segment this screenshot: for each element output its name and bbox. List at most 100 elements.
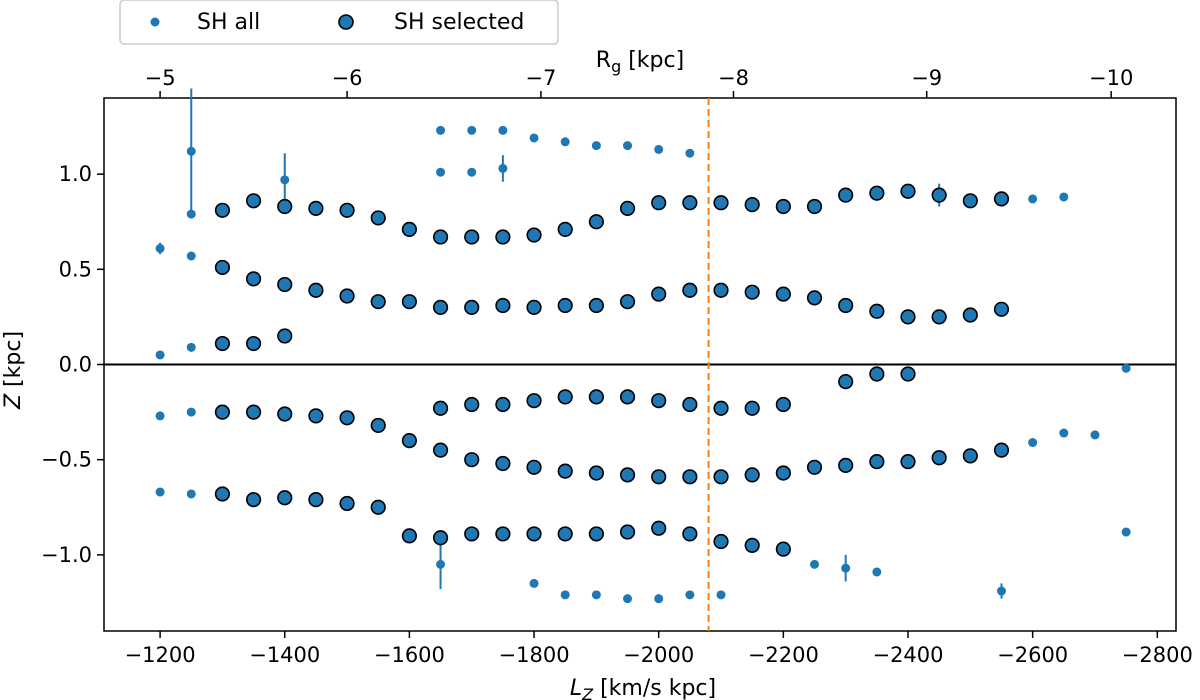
point-sh-selected bbox=[557, 389, 573, 405]
top-tick-label: −10 bbox=[1089, 66, 1133, 90]
point-sh-selected bbox=[557, 526, 573, 542]
point-sh-all bbox=[591, 590, 601, 600]
point-sh-selected bbox=[682, 195, 698, 211]
point-sh-selected bbox=[526, 299, 542, 315]
point-sh-all bbox=[685, 590, 695, 600]
point-sh-selected bbox=[744, 284, 760, 300]
point-sh-selected bbox=[308, 282, 324, 298]
point-sh-selected bbox=[931, 450, 947, 466]
top-axis-label-main: R bbox=[596, 48, 611, 73]
point-sh-selected bbox=[962, 307, 978, 323]
point-sh-selected bbox=[651, 195, 667, 211]
point-sh-selected bbox=[557, 221, 573, 237]
point-sh-selected bbox=[245, 271, 262, 287]
point-sh-selected bbox=[619, 467, 636, 483]
x-axis-label: LZ [km/s kpc] bbox=[570, 676, 716, 700]
point-sh-selected bbox=[588, 465, 604, 481]
point-sh-selected bbox=[682, 526, 698, 542]
point-sh-selected bbox=[214, 202, 231, 218]
point-sh-selected bbox=[651, 393, 667, 409]
point-sh-selected bbox=[713, 400, 729, 416]
point-sh-selected bbox=[495, 297, 511, 314]
point-sh-selected bbox=[651, 520, 667, 536]
y-tick-label: −0.5 bbox=[41, 448, 92, 472]
legend-label-selected: SH selected bbox=[394, 10, 524, 35]
point-sh-all bbox=[155, 487, 165, 497]
point-sh-selected bbox=[588, 389, 604, 405]
point-sh-all bbox=[186, 407, 196, 417]
point-sh-selected bbox=[464, 229, 480, 245]
point-sh-selected bbox=[806, 290, 823, 306]
point-sh-selected bbox=[401, 294, 417, 310]
point-sh-selected bbox=[526, 227, 542, 243]
x-tick-label: −2200 bbox=[748, 643, 819, 667]
point-sh-selected bbox=[682, 396, 698, 413]
x-tick-label: −2600 bbox=[997, 643, 1068, 667]
point-sh-selected bbox=[495, 396, 511, 413]
point-sh-selected bbox=[339, 410, 355, 426]
point-sh-selected bbox=[526, 393, 542, 409]
legend: SH all SH selected bbox=[119, 0, 559, 45]
y-tick-label: −1.0 bbox=[41, 543, 92, 567]
point-sh-selected bbox=[432, 400, 449, 416]
point-sh-all bbox=[529, 578, 539, 588]
point-sh-selected bbox=[464, 526, 480, 542]
point-sh-selected bbox=[838, 374, 854, 390]
point-sh-all bbox=[155, 243, 165, 253]
point-sh-selected bbox=[214, 259, 231, 276]
point-sh-selected bbox=[588, 526, 604, 542]
point-sh-all bbox=[186, 209, 196, 219]
point-sh-selected bbox=[245, 492, 262, 508]
point-sh-all bbox=[436, 559, 446, 569]
point-sh-selected bbox=[651, 286, 667, 302]
point-sh-all bbox=[654, 144, 664, 154]
point-sh-selected bbox=[401, 221, 417, 237]
point-sh-selected bbox=[339, 495, 355, 512]
point-sh-selected bbox=[869, 453, 885, 470]
point-sh-selected bbox=[277, 328, 293, 344]
point-sh-selected bbox=[806, 459, 823, 475]
point-sh-all bbox=[654, 594, 664, 604]
point-sh-all bbox=[1028, 194, 1038, 204]
point-sh-selected bbox=[214, 486, 231, 502]
point-sh-selected bbox=[869, 366, 885, 382]
plot-area: −1200 −1400 −1600 −1800 −2000 −2200 −2400 −2600… bbox=[41, 66, 1193, 667]
point-sh-all bbox=[560, 590, 570, 600]
point-sh-selected bbox=[495, 455, 511, 472]
point-sh-selected bbox=[401, 528, 417, 544]
point-sh-selected bbox=[432, 442, 449, 458]
point-sh-selected bbox=[245, 335, 262, 352]
point-sh-all bbox=[810, 559, 820, 569]
point-sh-selected bbox=[962, 448, 978, 464]
point-sh-all bbox=[186, 146, 196, 156]
point-sh-selected bbox=[619, 389, 636, 405]
top-axis-label-rest: [kpc] bbox=[621, 48, 684, 73]
point-sh-selected bbox=[962, 193, 978, 209]
point-sh-selected bbox=[775, 465, 791, 481]
point-sh-selected bbox=[838, 457, 854, 473]
point-sh-all bbox=[716, 590, 726, 600]
x-tick-label: −1800 bbox=[499, 643, 570, 667]
point-sh-selected bbox=[806, 198, 823, 215]
point-sh-all bbox=[1121, 363, 1131, 373]
point-sh-selected bbox=[775, 541, 791, 557]
point-sh-selected bbox=[557, 297, 573, 314]
point-sh-selected bbox=[526, 526, 542, 542]
point-sh-all bbox=[498, 125, 508, 135]
point-sh-all bbox=[1059, 192, 1069, 202]
point-sh-selected bbox=[495, 526, 511, 542]
point-sh-selected bbox=[370, 417, 386, 434]
point-sh-all bbox=[623, 594, 633, 604]
point-sh-selected bbox=[993, 191, 1010, 207]
y-axis-label-rest: [kpc] bbox=[1, 331, 26, 394]
x-tick-label: −1400 bbox=[249, 643, 320, 667]
point-sh-selected bbox=[588, 214, 604, 230]
top-tick-label: −5 bbox=[145, 66, 176, 90]
x-axis-label-main: L bbox=[570, 676, 582, 700]
point-sh-selected bbox=[432, 530, 449, 546]
point-sh-all bbox=[560, 137, 570, 147]
x-tick-label: −2000 bbox=[623, 643, 694, 667]
point-sh-selected bbox=[214, 404, 231, 420]
legend-label-all: SH all bbox=[197, 10, 260, 35]
